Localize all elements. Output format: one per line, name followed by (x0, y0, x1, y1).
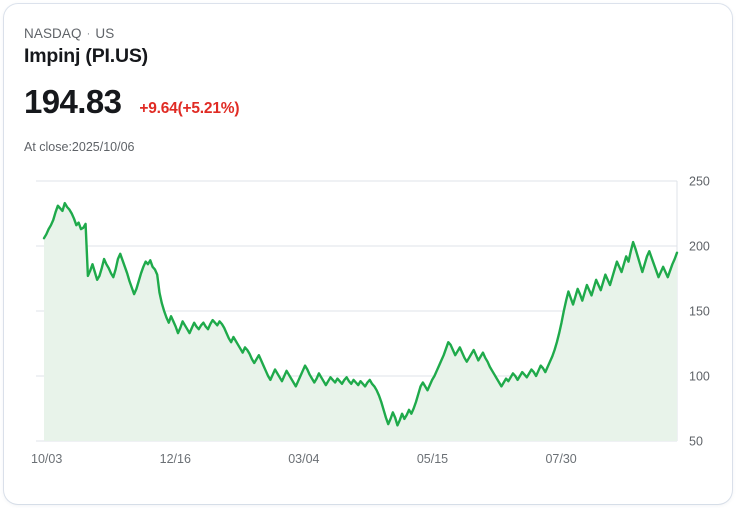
separator-dot: · (86, 28, 91, 41)
x-axis-tick-label: 07/30 (545, 452, 576, 466)
x-axis-tick-label: 05/15 (417, 452, 448, 466)
stock-quote-card: NASDAQ · US Impinj (PI.US) 194.83 +9.64(+5… (4, 4, 732, 504)
current-price: 194.83 (24, 83, 122, 120)
y-axis-tick-label: 150 (689, 305, 710, 319)
page-title: Impinj (PI.US) (24, 45, 148, 67)
price-chart[interactable]: 250 200 150 100 50 10/03 12/16 03/04 05/15 07/30 (4, 164, 732, 484)
y-axis-tick-label: 200 (689, 240, 710, 254)
x-axis-tick-label: 03/04 (288, 452, 319, 466)
y-axis-tick-label: 250 (689, 175, 710, 189)
y-axis-tick-label: 100 (689, 370, 710, 384)
y-axis-tick-labels: 250 200 150 100 50 (689, 175, 710, 449)
exchange-name: NASDAQ (24, 26, 82, 41)
price-area-fill (44, 203, 677, 441)
region-name: US (95, 26, 115, 41)
price-chart-svg: 250 200 150 100 50 10/03 12/16 03/04 05/15 07/30 (31, 175, 710, 467)
exchange-region-row: NASDAQ · US (24, 26, 114, 41)
market-status-note: At close:2025/10/06 (24, 140, 135, 154)
price-row: 194.83 +9.64(+5.21%) (24, 83, 239, 121)
y-axis-tick-label: 50 (689, 435, 703, 449)
price-line (42, 201, 679, 427)
x-axis-tick-label: 12/16 (160, 452, 191, 466)
x-axis-tick-label: 10/03 (31, 452, 62, 466)
price-change: +9.64(+5.21%) (139, 100, 240, 117)
x-axis-tick-labels: 10/03 12/16 03/04 05/15 07/30 (31, 452, 577, 466)
